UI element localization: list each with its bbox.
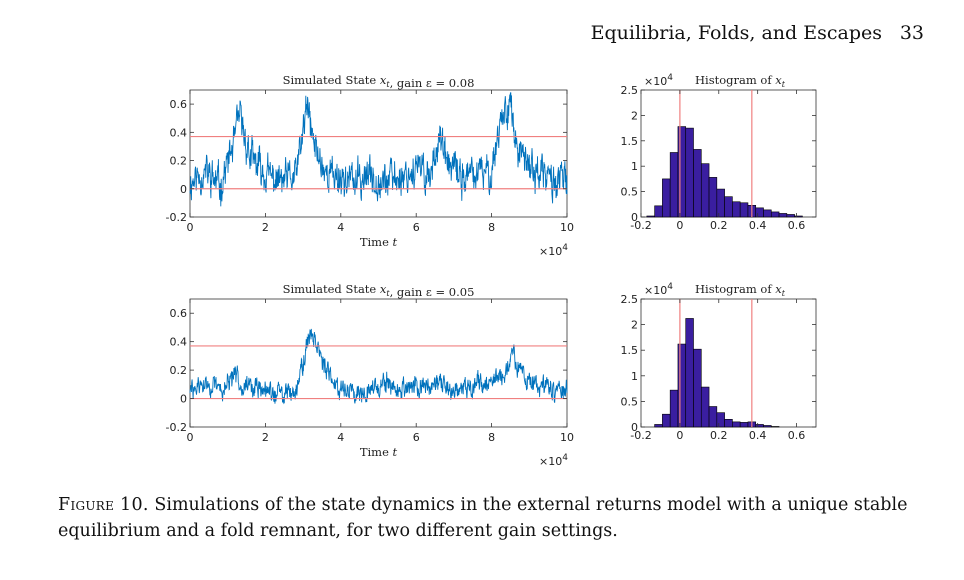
histogram-bottom-ytick-label: 0 (631, 421, 638, 434)
histogram-bottom-bar (685, 318, 694, 428)
histogram-top-bar (669, 152, 679, 218)
histogram-bottom-xtick-label: 0.2 (710, 429, 728, 442)
histogram-top-bar (755, 207, 764, 218)
histogram-top-ytick-label: 2 (631, 109, 638, 122)
histogram-top-bar (763, 209, 772, 218)
histogram-top-xtick-label: -0.2 (630, 219, 651, 232)
state-plot-bottom-xtick-label: 10 (560, 431, 574, 444)
state-plot-top-xlabel: Time t (360, 235, 398, 249)
state-plot-top-ytick-label: -0.2 (166, 211, 187, 224)
histogram-top-xtick-label: 0.6 (788, 219, 806, 232)
histogram-top-ytick-label: 1 (631, 160, 638, 173)
histogram-bottom-bar (770, 426, 780, 428)
state-plot-bottom-title: Simulated State xt, gain ε = 0.05 (283, 282, 475, 299)
histogram-top-ytick-label: 2.5 (621, 84, 639, 97)
state-plot-top-xtick-label: 0 (187, 221, 194, 234)
histogram-top-xtick-label: 0.2 (710, 219, 728, 232)
state-plot-bottom-xtick-label: 0 (187, 431, 194, 444)
histogram-bottom-ytick-label: 1.5 (621, 344, 639, 357)
state-plot-top-ytick-label: 0.4 (170, 126, 188, 139)
histogram-top-bar (732, 201, 741, 218)
histogram-top-bar (708, 177, 718, 218)
state-plot-top-xtick-label: 4 (337, 221, 344, 234)
histogram-bottom-ytick-label: 2.5 (621, 293, 639, 306)
histogram-bottom-bar (654, 424, 663, 428)
state-plot-top-plot-area (189, 89, 568, 218)
histogram-bottom-bar (755, 424, 764, 428)
histogram-bottom-bar (739, 422, 749, 428)
state-plot-bottom-ytick-label: 0.4 (170, 336, 188, 349)
state-plot-bottom-xtick-label: 4 (337, 431, 344, 444)
histogram-bottom-bar (669, 389, 679, 428)
histogram-top-ytick-label: 0.5 (621, 186, 639, 199)
histogram-top-ytick-label: 0 (631, 211, 638, 224)
state-plot-top-trace-line (189, 92, 568, 207)
histogram-top-y-exponent: ×104 (644, 73, 673, 88)
histogram-bottom-y-exponent: ×104 (644, 282, 673, 297)
state-plot-bottom-plot-area (189, 298, 568, 428)
state-plot-bottom-ytick-label: -0.2 (166, 421, 187, 434)
histogram-top-bar (693, 149, 702, 218)
histogram-top-ytick-label: 1.5 (621, 135, 639, 148)
histogram-top-bar (700, 163, 710, 218)
histogram-bottom-bar (724, 419, 733, 428)
histogram-top-xtick-label: 0 (676, 219, 683, 232)
histogram-bottom-bar (732, 421, 741, 428)
page-number: 33 (899, 22, 924, 44)
histogram-top-bar (662, 178, 671, 218)
histogram-bottom-bar (763, 425, 772, 428)
histogram-bottom-bar (677, 343, 687, 428)
histogram-top-bar (646, 215, 655, 218)
histogram-bottom-bar (708, 406, 718, 428)
histogram-top-xtick-label: 0.4 (749, 219, 767, 232)
state-plot-top-xtick-label: 8 (488, 221, 495, 234)
figure-caption: Figure 10. Simulations of the state dyna… (58, 492, 938, 544)
state-plot-bottom-ytick-label: 0.2 (170, 364, 188, 377)
state-plot-bottom-ytick-label: 0.6 (170, 307, 188, 320)
state-plot-top-ytick-label: 0.2 (170, 155, 188, 168)
state-plot-bottom-xtick-label: 8 (488, 431, 495, 444)
histogram-bottom-title: Histogram of xt (695, 282, 786, 298)
histogram-top-bar (685, 127, 694, 218)
state-plot-bottom-xtick-label: 6 (413, 431, 420, 444)
state-plot-top-xtick-label: 6 (413, 221, 420, 234)
histogram-bottom-ytick-label: 2 (631, 319, 638, 332)
histogram-bottom-plot-area (640, 298, 817, 428)
histogram-top-bar (786, 214, 795, 218)
histogram-bottom-bar (693, 348, 702, 428)
histogram-bottom-ytick-label: 1 (631, 370, 638, 383)
histogram-top-title: Histogram of xt (695, 73, 786, 89)
state-plot-bottom-xtick-label: 2 (262, 431, 269, 444)
state-plot-top-x-exponent: ×104 (539, 243, 568, 258)
histogram-bottom-ytick-label: 0.5 (621, 395, 639, 408)
caption-text: Simulations of the state dynamics in the… (58, 495, 908, 541)
histogram-top-bar (770, 211, 780, 218)
state-plot-bottom-trace-line (189, 328, 568, 405)
histogram-bottom-bar (662, 413, 671, 428)
histogram-top-bar (724, 196, 733, 218)
histogram-top-bar (654, 205, 663, 218)
histogram-top-bar (794, 215, 803, 218)
state-plot-bottom-x-exponent: ×104 (539, 453, 568, 468)
histogram-top-bar (778, 213, 788, 218)
state-plot-top-ytick-label: 0 (180, 183, 187, 196)
histogram-top-bar (677, 126, 687, 218)
state-plot-bottom-ytick-label: 0 (180, 393, 187, 406)
state-plot-top-ytick-label: 0.6 (170, 98, 188, 111)
state-plot-bottom-xlabel: Time t (360, 445, 398, 459)
state-plot-top-title: Simulated State xt, gain ε = 0.08 (283, 73, 475, 90)
figure-label: Figure 10. (58, 495, 149, 515)
histogram-top-bar (716, 188, 725, 218)
histogram-bottom-bar (700, 386, 710, 428)
state-plot-top-xtick-label: 2 (262, 221, 269, 234)
state-plot-top-xtick-label: 10 (560, 221, 574, 234)
histogram-bottom-xtick-label: -0.2 (630, 429, 651, 442)
histogram-top-bar (739, 202, 749, 218)
histogram-bottom-xtick-label: 0 (676, 429, 683, 442)
histogram-bottom-xtick-label: 0.6 (788, 429, 806, 442)
running-title: Equilibria, Folds, and Escapes (590, 22, 882, 44)
histogram-bottom-xtick-label: 0.4 (749, 429, 767, 442)
histogram-bottom-bar (716, 412, 725, 428)
